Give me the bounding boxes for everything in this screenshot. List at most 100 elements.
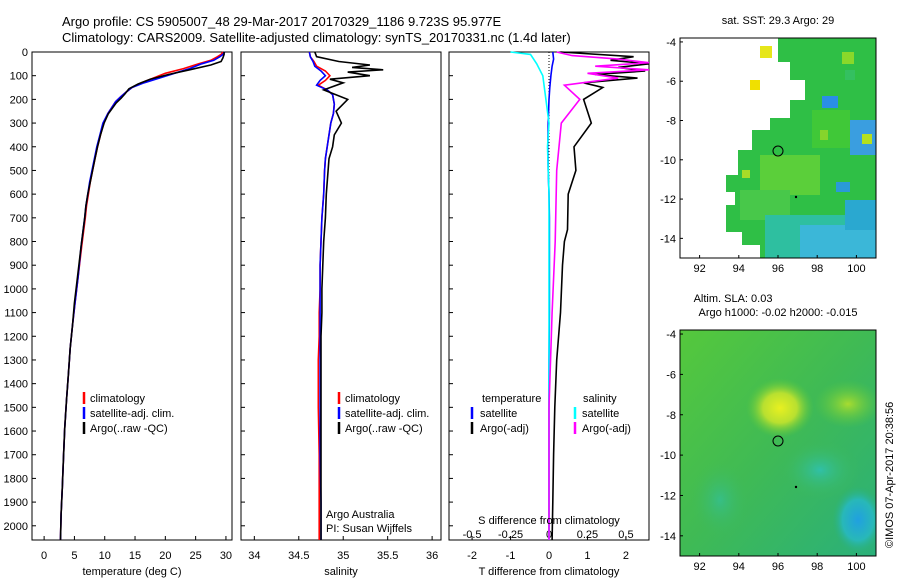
depth-tick-label: 1700 xyxy=(4,450,28,462)
map-y-tick-label: -14 xyxy=(660,233,676,245)
legend-climatology: climatology xyxy=(345,393,401,405)
legend-satellite-adj: satellite-adj. clim. xyxy=(345,408,429,420)
legend-temp-satellite: satellite xyxy=(480,408,517,420)
series-line xyxy=(59,51,226,541)
salinity-series xyxy=(308,51,384,540)
x-tick-label: 34 xyxy=(248,550,260,562)
depth-tick-label: 1400 xyxy=(4,379,28,391)
map-x-tick-label: 92 xyxy=(693,561,705,573)
depth-tick-label: 100 xyxy=(10,71,28,83)
depth-tick-label: 400 xyxy=(10,142,28,154)
series-line xyxy=(510,51,550,540)
map-y-tick-label: -4 xyxy=(666,37,676,49)
x-tick-label: -2 xyxy=(467,550,477,562)
sst-map-title: sat. SST: 29.3 Argo: 29 xyxy=(722,15,835,27)
depth-tick-label: 1800 xyxy=(4,473,28,485)
map-x-tick-label: 96 xyxy=(772,561,784,573)
temperature-xlabel: temperature (deg C) xyxy=(82,566,181,578)
x-tick-label: 5 xyxy=(71,550,77,562)
x-tick-label: 15 xyxy=(129,550,141,562)
sla-float-track xyxy=(794,485,798,489)
depth-tick-label: 500 xyxy=(10,165,28,177)
sst-float-marker xyxy=(772,145,784,157)
x-tick-label: 35 xyxy=(337,550,349,562)
x-tick-label: 20 xyxy=(159,550,171,562)
depth-tick-label: 1300 xyxy=(4,355,28,367)
salinity-legend: climatology satellite-adj. clim. Argo(..… xyxy=(337,392,429,435)
map-x-tick-label: 92 xyxy=(693,263,705,275)
series-line xyxy=(308,51,336,540)
map-x-tick-label: 98 xyxy=(811,561,823,573)
x-tick-label: 30 xyxy=(220,550,232,562)
legend-argo: Argo(..raw -QC) xyxy=(90,423,168,435)
x2-tick-label: 0.5 xyxy=(618,529,633,541)
sla-map-title: Altim. SLA: 0.03 xyxy=(694,293,773,305)
depth-tick-label: 2000 xyxy=(4,521,28,533)
sst-float-track xyxy=(794,195,798,199)
header-line-1: Argo profile: CS 5905007_48 29-Mar-2017 … xyxy=(62,14,502,29)
temperature-series xyxy=(59,51,226,541)
sst-map-axes: 92 94 96 98 100 -4 -6 -8 -10 -12 -14 xyxy=(660,37,865,275)
salinity-x-axis: 34 34.5 35 35.5 36 xyxy=(248,536,438,562)
series-line xyxy=(59,51,224,541)
sla-map-image xyxy=(680,330,876,556)
legend-sal-argo: Argo(-adj) xyxy=(582,423,631,435)
x-tick-label: 25 xyxy=(190,550,202,562)
annotation-argo-australia: Argo Australia xyxy=(326,509,395,521)
header-line-2: Climatology: CARS2009. Satellite-adjuste… xyxy=(62,30,571,45)
difference-xlabel: T difference from climatology xyxy=(479,566,620,578)
series-line xyxy=(59,52,225,541)
map-y-tick-label: -8 xyxy=(666,410,676,422)
x2-tick-label: -0.25 xyxy=(498,529,523,541)
series-line xyxy=(551,51,650,541)
map-y-tick-label: -6 xyxy=(666,76,676,88)
map-x-tick-label: 94 xyxy=(733,561,745,573)
map-y-tick-label: -10 xyxy=(660,155,676,167)
difference-legend: temperature satellite Argo(-adj) salinit… xyxy=(470,393,631,435)
temperature-x-axis: 0 5 10 15 20 25 30 xyxy=(41,536,232,562)
s-difference-xlabel: S difference from climatology xyxy=(478,515,620,527)
sla-map-subtitle: Argo h1000: -0.02 h2000: -0.015 xyxy=(698,307,857,319)
depth-tick-label: 1200 xyxy=(4,331,28,343)
legend-climatology: climatology xyxy=(90,393,146,405)
depth-axis: 0 100 200 300 400 500 600 700 800 900 1000 1100 1200… xyxy=(4,47,453,533)
sst-map-image xyxy=(680,38,876,258)
x2-tick-label: -0.5 xyxy=(463,529,482,541)
legend-sal-satellite: satellite xyxy=(582,408,619,420)
series-line xyxy=(548,51,650,540)
legend-satellite-adj: satellite-adj. clim. xyxy=(90,408,174,420)
depth-tick-label: 800 xyxy=(10,237,28,249)
x-tick-label: -1 xyxy=(506,550,516,562)
depth-tick-label: 200 xyxy=(10,94,28,106)
map-y-tick-label: -14 xyxy=(660,531,676,543)
x-tick-label: 34.5 xyxy=(288,550,309,562)
depth-tick-label: 1000 xyxy=(4,284,28,296)
x-tick-label: 1 xyxy=(584,550,590,562)
x-tick-label: 2 xyxy=(623,550,629,562)
x-tick-label: 36 xyxy=(426,550,438,562)
x-tick-label: 0 xyxy=(546,550,552,562)
series-line xyxy=(314,51,384,540)
imos-watermark: ©IMOS 07-Apr-2017 20:38:56 xyxy=(884,402,896,548)
map-x-tick-label: 100 xyxy=(847,263,865,275)
depth-tick-label: 1900 xyxy=(4,497,28,509)
map-x-tick-label: 100 xyxy=(847,561,865,573)
map-y-tick-label: -4 xyxy=(666,329,676,341)
salinity-panel-frame xyxy=(240,51,442,541)
map-y-tick-label: -12 xyxy=(660,194,676,206)
map-x-tick-label: 98 xyxy=(811,263,823,275)
difference-series xyxy=(510,51,650,541)
map-y-tick-label: -10 xyxy=(660,450,676,462)
map-x-tick-label: 96 xyxy=(772,263,784,275)
map-y-tick-label: -6 xyxy=(666,369,676,381)
depth-tick-label: 0 xyxy=(22,47,28,59)
x-tick-label: 10 xyxy=(99,550,111,562)
sla-map-axes: 92 94 96 98 100 -4 -6 -8 -10 -12 -14 xyxy=(660,329,865,573)
depth-tick-label: 600 xyxy=(10,189,28,201)
depth-tick-label: 700 xyxy=(10,213,28,225)
depth-tick-label: 300 xyxy=(10,118,28,130)
x-tick-label: 0 xyxy=(41,550,47,562)
x2-tick-label: 0.25 xyxy=(577,529,598,541)
